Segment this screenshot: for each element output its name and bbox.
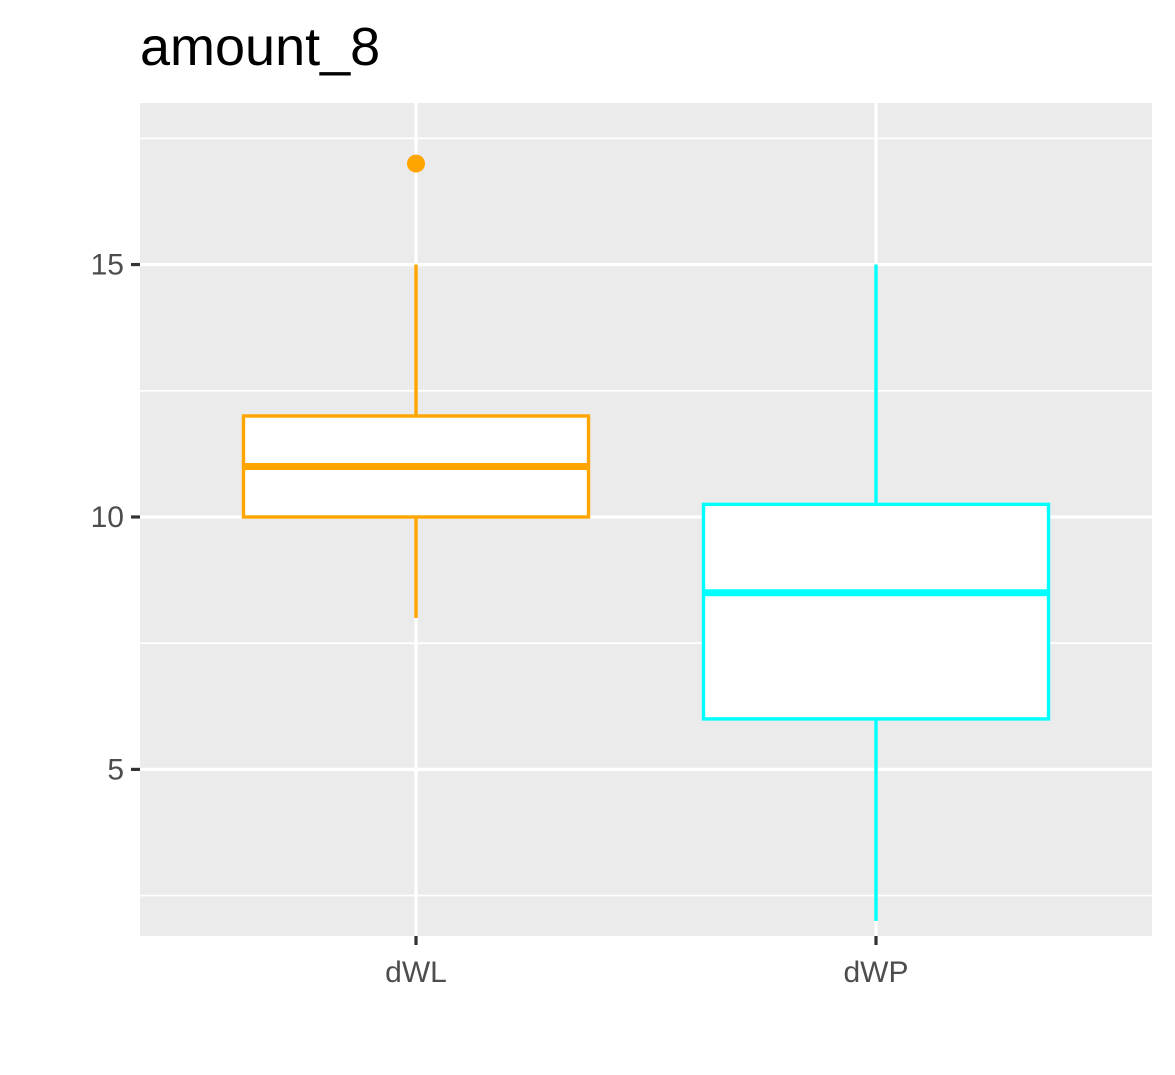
- boxes: [241, 154, 1051, 921]
- box-dWP: [701, 264, 1051, 921]
- x-tick-label: dWP: [843, 956, 908, 989]
- y-tick-label: 10: [91, 501, 124, 534]
- outlier-point: [407, 154, 425, 173]
- iqr-box: [701, 502, 1051, 721]
- box-dWL: [241, 154, 591, 618]
- y-tick-label: 15: [91, 249, 124, 282]
- axes: 5 10 15 dWL dWP: [91, 249, 909, 989]
- chart-title: amount_8: [140, 17, 381, 77]
- x-tick-label: dWL: [385, 956, 447, 989]
- y-tick-label: 5: [107, 753, 124, 786]
